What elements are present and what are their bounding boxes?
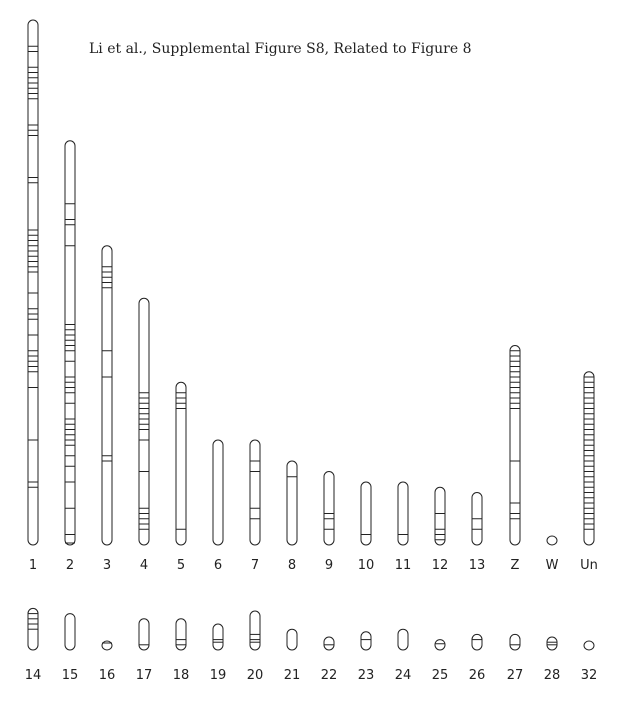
chromosome-27-body (509, 633, 521, 651)
chromosome-1-body (27, 19, 39, 546)
chromosome-20-body (249, 610, 261, 651)
chromosome-label-8: 8 (288, 558, 296, 573)
chromosome-11-body (397, 481, 409, 546)
chromosome-23-body (360, 631, 372, 651)
chromosome-14: 14 (25, 607, 42, 683)
chromosome-25: 25 (432, 639, 449, 683)
chromosome-12-body (434, 486, 446, 546)
chromosome-4-body (138, 297, 150, 546)
chromosome-3: 3 (101, 245, 113, 573)
chromosome-22: 22 (321, 636, 338, 683)
chromosome-label-12: 12 (432, 558, 449, 573)
chromosome-label-2: 2 (66, 558, 74, 573)
chromosome-17: 17 (136, 618, 153, 683)
chromosome-32-body (583, 640, 595, 651)
chromosome-row-2: 14 15 16 17 18 19 20 21 22 23 24 25 26 27 28 32 (25, 607, 598, 683)
chromosome-32: 32 (581, 640, 598, 683)
chromosome-21: 21 (284, 628, 301, 683)
chromosome-28: 28 (544, 636, 561, 683)
chromosome-label-26: 26 (469, 668, 486, 683)
chromosome-label-14: 14 (25, 668, 42, 683)
figure-caption: Li et al., Supplemental Figure S8, Relat… (89, 41, 472, 57)
chromosome-15-body (64, 613, 76, 651)
chromosome-19-body (212, 623, 224, 651)
chromosome-z: Z (509, 345, 521, 573)
chromosome-5: 5 (175, 381, 187, 573)
chromosome-4: 4 (138, 297, 150, 573)
chromosome-10: 10 (358, 481, 375, 573)
chromosome-label-25: 25 (432, 668, 449, 683)
chromosome-28-body (546, 636, 558, 651)
chromosome-3-body (101, 245, 113, 546)
chromosome-27: 27 (507, 633, 524, 683)
chromosome-6: 6 (212, 439, 224, 573)
chromosome-label-18: 18 (173, 668, 190, 683)
chromosome-label-27: 27 (507, 668, 524, 683)
chromosome-label-22: 22 (321, 668, 338, 683)
chromosome-18: 18 (173, 618, 190, 683)
chromosome-label-10: 10 (358, 558, 375, 573)
chromosome-8-body (286, 460, 298, 546)
chromosome-un-body (583, 371, 595, 546)
chromosome-2: 2 (64, 140, 76, 573)
chromosome-label-28: 28 (544, 668, 561, 683)
chromosome-17-body (138, 618, 150, 651)
chromosome-7: 7 (249, 439, 261, 573)
chromosome-25-body (434, 639, 446, 651)
chromosome-11: 11 (395, 481, 412, 573)
chromosome-w-body (546, 535, 558, 546)
chromosome-label-1: 1 (29, 558, 37, 573)
chromosome-label-21: 21 (284, 668, 301, 683)
chromosome-15: 15 (62, 613, 79, 683)
chromosome-16-body (101, 640, 113, 651)
chromosome-label-20: 20 (247, 668, 264, 683)
chromosome-26: 26 (469, 633, 486, 683)
chromosome-label-w: W (546, 558, 559, 573)
chromosome-26-body (471, 633, 483, 651)
chromosome-label-23: 23 (358, 668, 375, 683)
chromosome-label-3: 3 (103, 558, 111, 573)
chromosome-label-24: 24 (395, 668, 412, 683)
chromosome-24-body (397, 628, 409, 651)
chromosome-label-11: 11 (395, 558, 412, 573)
chromosome-13: 13 (469, 492, 486, 573)
chromosome-9: 9 (323, 471, 335, 573)
chromosome-label-15: 15 (62, 668, 79, 683)
chromosome-6-body (212, 439, 224, 546)
chromosome-label-z: Z (511, 558, 520, 573)
chromosome-label-13: 13 (469, 558, 486, 573)
chromosome-12: 12 (432, 486, 449, 573)
chromosome-16: 16 (99, 640, 116, 683)
chromosome-label-32: 32 (581, 668, 598, 683)
chromosome-label-19: 19 (210, 668, 227, 683)
chromosome-label-un: Un (580, 558, 598, 573)
chromosome-z-body (509, 345, 521, 546)
chromosome-2-body (64, 140, 76, 546)
chromosome-10-body (360, 481, 372, 546)
chromosome-row-1: 1 2 3 4 5 6 7 8 9 10 11 12 13 Z W Un (27, 19, 598, 573)
chromosome-21-body (286, 628, 298, 651)
chromosome-label-9: 9 (325, 558, 333, 573)
chromosome-23: 23 (358, 631, 375, 683)
chromosome-24: 24 (395, 628, 412, 683)
chromosome-5-body (175, 381, 187, 546)
chromosome-w: W (546, 535, 559, 573)
chromosome-1: 1 (27, 19, 39, 573)
chromosome-un: Un (580, 371, 598, 573)
chromosome-label-5: 5 (177, 558, 185, 573)
chromosome-label-4: 4 (140, 558, 148, 573)
chromosome-label-6: 6 (214, 558, 222, 573)
chromosome-22-body (323, 636, 335, 651)
chromosome-label-16: 16 (99, 668, 116, 683)
chromosome-18-body (175, 618, 187, 651)
chromosome-19: 19 (210, 623, 227, 683)
chromosome-9-body (323, 471, 335, 546)
chromosome-20: 20 (247, 610, 264, 683)
chromosome-7-body (249, 439, 261, 546)
chromosome-label-17: 17 (136, 668, 153, 683)
chromosome-label-7: 7 (251, 558, 259, 573)
chromosome-8: 8 (286, 460, 298, 573)
